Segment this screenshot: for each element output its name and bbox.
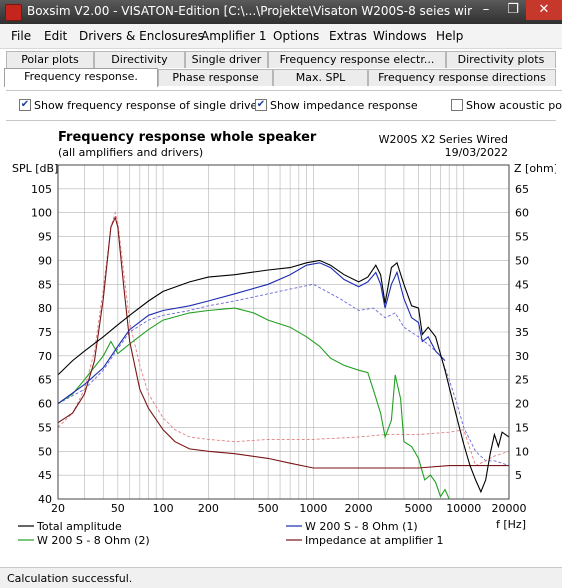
y-tick-right-label: 55	[515, 231, 529, 244]
status-text: Calculation successful.	[7, 572, 133, 585]
x-tick-label: 20	[51, 502, 65, 515]
acoustic-power-checkbox[interactable]	[451, 99, 463, 111]
tab-directivity[interactable]: Directivity	[94, 51, 185, 68]
y-tick-right-label: 45	[515, 278, 529, 291]
y-tick-left-label: 40	[38, 493, 52, 506]
y-tick-right-label: 50	[515, 254, 529, 267]
y-tick-left-label: 60	[38, 398, 52, 411]
x-tick-label: 500	[258, 502, 279, 515]
y-tick-left-label: 50	[38, 445, 52, 458]
menu-extras[interactable]: Extras	[329, 29, 367, 43]
tab-polar-plots[interactable]: Polar plots	[6, 51, 94, 68]
minimize-button[interactable]: –	[482, 2, 490, 17]
y-tick-left-label: 105	[31, 183, 52, 196]
y-tick-left-label: 70	[38, 350, 52, 363]
tab-phase-response[interactable]: Phase response	[158, 69, 273, 86]
x-tick-label: 10000	[446, 502, 481, 515]
tab-frequency-response-electrical[interactable]: Frequency response electr...	[268, 51, 446, 68]
restore-button[interactable]: ❐	[507, 2, 519, 17]
x-tick-label: 20000	[492, 502, 527, 515]
status-bar: Calculation successful.	[0, 567, 562, 588]
title-bar: Boxsim V2.00 - VISATON-Edition [C:\...\P…	[0, 0, 562, 24]
y-tick-left-label: 55	[38, 421, 52, 434]
impedance-label: Show impedance response	[270, 99, 418, 112]
y-tick-left-label: 75	[38, 326, 52, 339]
app-icon	[5, 4, 22, 21]
x-tick-label: 100	[153, 502, 174, 515]
y-axis-left-label: SPL [dB]	[12, 162, 58, 175]
y-tick-right-label: 25	[515, 374, 529, 387]
x-axis-label: f [Hz]	[496, 518, 526, 531]
y-tick-left-label: 45	[38, 469, 52, 482]
y-tick-right-label: 35	[515, 326, 529, 339]
y-tick-right-label: 10	[515, 445, 529, 458]
y-tick-right-label: 60	[515, 207, 529, 220]
series-line	[57, 283, 510, 467]
y-axis-right-label: Z [ohm]	[514, 162, 556, 175]
tab-row-lower: Frequency response. Phase response Max. …	[0, 68, 562, 87]
x-tick-label: 2000	[345, 502, 373, 515]
chart-subtitle: (all amplifiers and drivers)	[58, 146, 203, 159]
single-driver-label: Show frequency response of single driver	[34, 99, 262, 112]
y-tick-right-label: 15	[515, 421, 529, 434]
menu-drivers-enclosures[interactable]: Drivers & Enclosures	[79, 29, 204, 43]
y-tick-right-label: 40	[515, 302, 529, 315]
legend-label: Total amplitude	[36, 520, 122, 533]
tab-frequency-response-directions[interactable]: Frequency response directions	[368, 69, 556, 86]
y-tick-left-label: 95	[38, 231, 52, 244]
y-tick-right-label: 5	[515, 469, 522, 482]
menu-windows[interactable]: Windows	[373, 29, 427, 43]
y-tick-right-label: 20	[515, 398, 529, 411]
legend-label: W 200 S - 8 Ohm (2)	[37, 534, 150, 547]
y-tick-left-label: 65	[38, 374, 52, 387]
menu-help[interactable]: Help	[436, 29, 464, 43]
legend-label: Impedance at amplifier 1	[305, 534, 444, 547]
y-tick-right-label: 65	[515, 183, 529, 196]
y-tick-right-label: 30	[515, 350, 529, 363]
y-tick-left-label: 85	[38, 278, 52, 291]
x-tick-label: 5000	[404, 502, 432, 515]
frequency-response-chart: Frequency response whole speaker (all am…	[6, 120, 558, 563]
x-tick-label: 200	[198, 502, 219, 515]
series-line	[57, 259, 510, 494]
y-tick-left-label: 100	[31, 207, 52, 220]
chart-svg: Frequency response whole speaker (all am…	[12, 130, 558, 547]
chart-date: 19/03/2022	[445, 146, 508, 159]
tab-row-upper: Polar plots Directivity Single driver Fr…	[0, 51, 562, 69]
series-line	[57, 262, 446, 405]
tab-single-driver[interactable]: Single driver	[185, 51, 268, 68]
chart-legend: Total amplitude W 200 S - 8 Ohm (1) W 200 …	[18, 520, 444, 547]
x-tick-label: 50	[111, 502, 125, 515]
options-bar: ✔ Show frequency response of single driv…	[6, 90, 562, 121]
y-tick-left-label: 90	[38, 254, 52, 267]
chart-title: Frequency response whole speaker	[58, 130, 317, 145]
window-title: Boxsim V2.00 - VISATON-Edition [C:\...\P…	[27, 4, 472, 18]
menu-amplifier[interactable]: Amplifier 1	[201, 29, 267, 43]
single-driver-checkbox[interactable]: ✔	[19, 99, 31, 111]
impedance-checkbox[interactable]: ✔	[255, 99, 267, 111]
menu-file[interactable]: File	[11, 29, 32, 43]
menu-bar: File Edit Drivers & Enclosures Amplifier…	[0, 24, 562, 49]
series-line	[57, 215, 509, 469]
menu-edit[interactable]: Edit	[44, 29, 68, 43]
project-name: W200S X2 Series Wired	[379, 133, 508, 146]
tab-max-spl[interactable]: Max. SPL	[273, 69, 368, 86]
tab-directivity-plots[interactable]: Directivity plots	[446, 51, 556, 68]
y-tick-left-label: 80	[38, 302, 52, 315]
x-tick-label: 1000	[299, 502, 327, 515]
plot-frame	[57, 164, 510, 500]
acoustic-power-label: Show acoustic pow	[466, 99, 562, 112]
close-button[interactable]: ✕	[526, 0, 562, 20]
menu-options[interactable]: Options	[273, 29, 320, 43]
tab-frequency-response[interactable]: Frequency response.	[4, 68, 158, 87]
legend-label: W 200 S - 8 Ohm (1)	[305, 520, 418, 533]
